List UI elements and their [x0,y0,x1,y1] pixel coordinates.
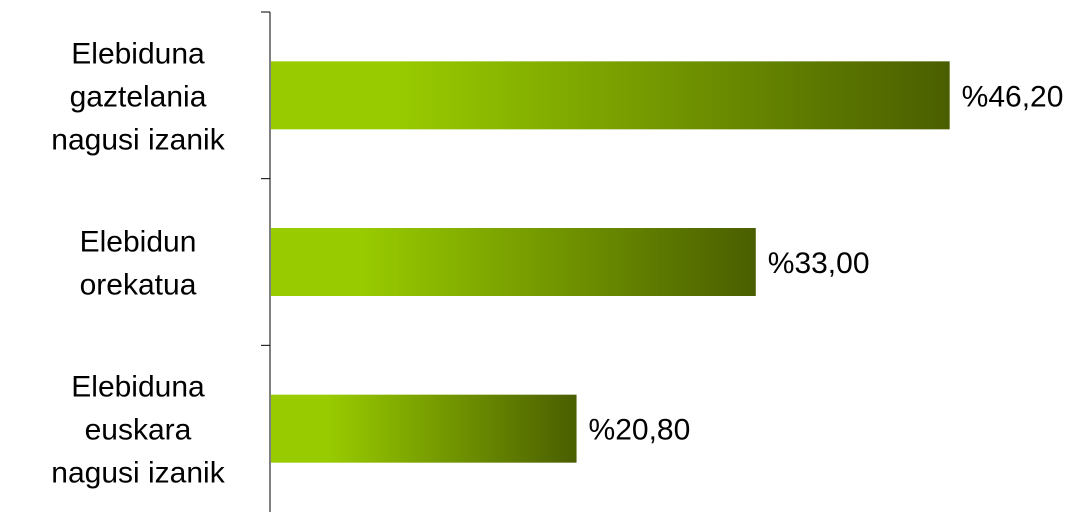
category-tick-label: Elebiduna euskara nagusi izanik [51,371,225,490]
category-label-line: Elebiduna [71,37,205,70]
category-tick-label: Elebidun orekatua [80,226,197,302]
category-label-line: nagusi izanik [51,123,225,156]
bar-value-label: %33,00 [768,247,870,280]
bar [271,228,756,296]
plot-area: %46,20 Elebiduna gaztelania nagusi izanik %3… [51,11,1064,512]
bar-value-label: %46,20 [962,80,1064,113]
category-label-line: nagusi izanik [51,457,225,490]
category-label-line: Elebidun [80,226,197,259]
category-tick-label: Elebiduna gaztelania nagusi izanik [51,37,225,156]
bar [271,394,577,463]
category-label-line: euskara [85,414,192,447]
bar [271,61,950,130]
bar-value-label: %20,80 [589,414,691,447]
category-label-line: orekatua [80,269,197,302]
category-label-line: gaztelania [70,80,207,113]
category-label-line: Elebiduna [71,371,205,404]
